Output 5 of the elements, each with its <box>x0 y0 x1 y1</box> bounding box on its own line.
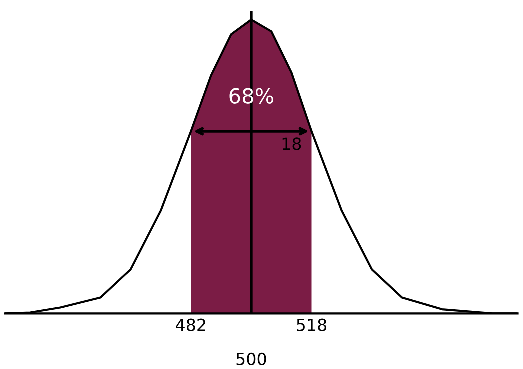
x-tick-label: 482 <box>176 318 206 332</box>
annotation: 68% <box>230 88 274 104</box>
ref-line-label: 500 <box>236 352 266 366</box>
annotation: 18 <box>282 138 302 150</box>
x-tick-label: 518 <box>297 318 327 332</box>
